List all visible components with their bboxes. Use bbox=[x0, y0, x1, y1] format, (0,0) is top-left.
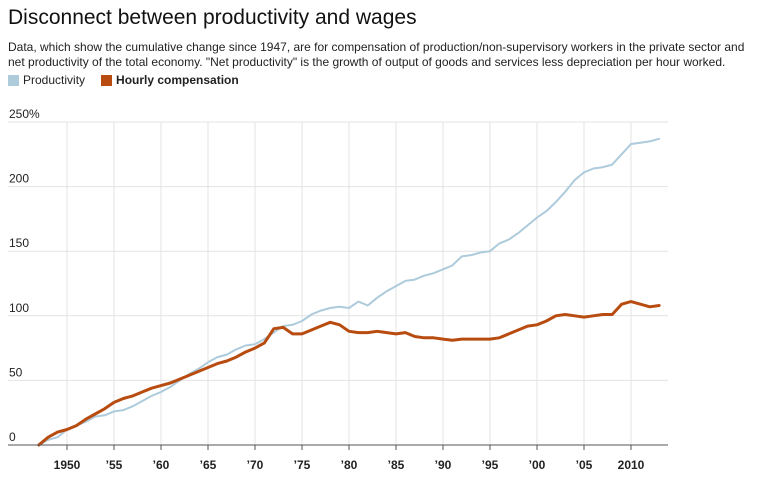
y-tick-label: 100 bbox=[9, 301, 29, 315]
y-tick-label: 250% bbox=[9, 107, 40, 121]
series-line-productivity bbox=[37, 137, 661, 446]
tick-labels: 0 50 100 150 200 250% 1950 ’55 ’60 ’65 ’70 ’75 ’80 ’8… bbox=[9, 107, 645, 472]
series-line-hourly-compensation bbox=[37, 300, 661, 447]
gridlines bbox=[8, 121, 668, 445]
y-tick-label: 200 bbox=[9, 172, 29, 186]
x-tick-label: 2010 bbox=[618, 458, 645, 472]
x-tick-label: ’55 bbox=[106, 458, 123, 472]
x-tick-label: ’90 bbox=[435, 458, 452, 472]
x-tick-label: 1950 bbox=[54, 458, 81, 472]
x-tick-label: ’00 bbox=[529, 458, 546, 472]
x-tick-label: ’05 bbox=[576, 458, 593, 472]
chart-subtitle: Data, which show the cumulative change s… bbox=[8, 40, 745, 69]
x-tick-label: ’75 bbox=[294, 458, 311, 472]
legend-item-hourly-compensation: Hourly compensation bbox=[101, 72, 239, 88]
y-tick-label: 150 bbox=[9, 236, 29, 250]
x-tick-label: ’70 bbox=[247, 458, 264, 472]
x-tick-label: ’80 bbox=[341, 458, 358, 472]
x-tick-label: ’95 bbox=[482, 458, 499, 472]
series-lines bbox=[37, 137, 661, 447]
legend-swatch-hourly-compensation bbox=[101, 74, 113, 86]
x-axis bbox=[8, 444, 668, 450]
chart-title: Disconnect between productivity and wage… bbox=[8, 6, 417, 29]
legend-label-productivity: Productivity bbox=[23, 73, 86, 87]
legend-swatch-productivity bbox=[8, 74, 19, 86]
x-tick-label: ’65 bbox=[200, 458, 217, 472]
legend: Productivity Hourly compensation bbox=[8, 72, 255, 88]
y-tick-label: 50 bbox=[9, 365, 23, 379]
x-tick-label: ’60 bbox=[153, 458, 170, 472]
y-tick-label: 0 bbox=[9, 430, 16, 444]
legend-item-productivity: Productivity bbox=[8, 72, 85, 88]
legend-label-hourly-compensation: Hourly compensation bbox=[116, 73, 239, 87]
x-tick-label: ’85 bbox=[388, 458, 405, 472]
